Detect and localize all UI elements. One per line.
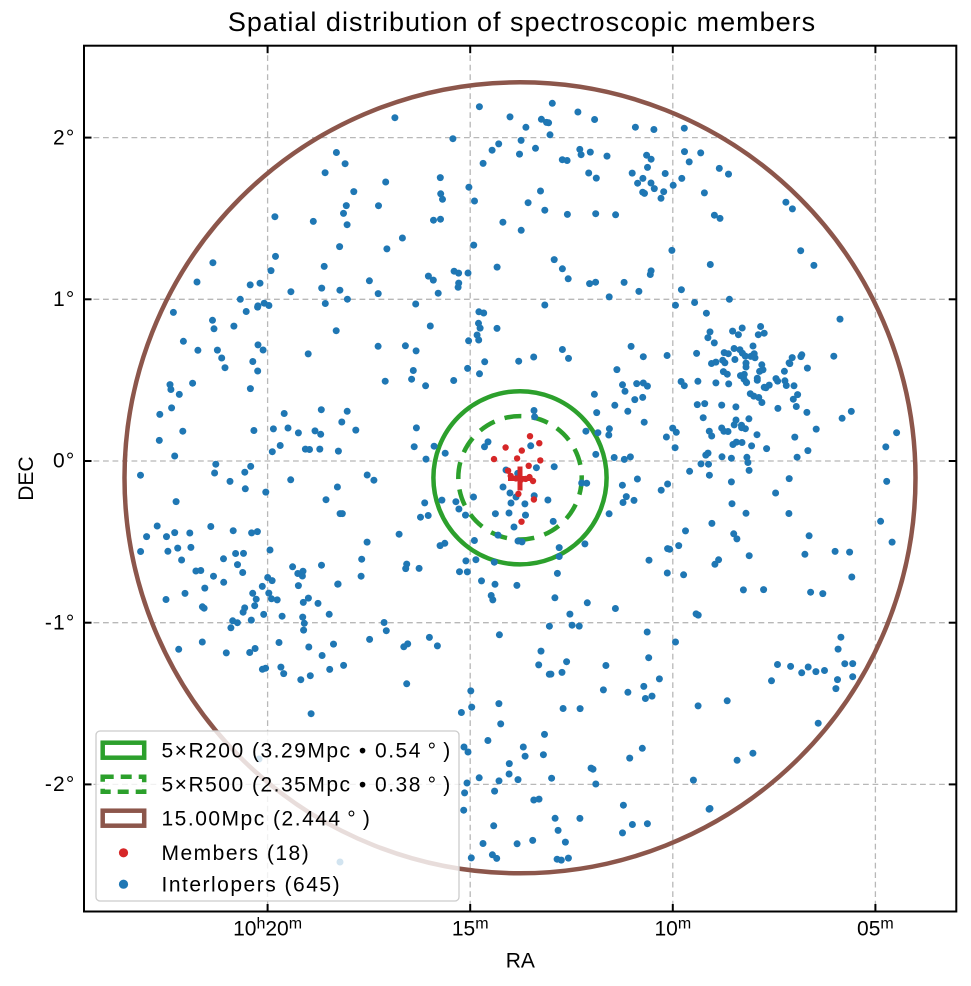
- svg-text:05m: 05m: [857, 916, 894, 941]
- svg-text:15m: 15m: [452, 916, 489, 941]
- svg-text:-2°: -2°: [45, 773, 76, 796]
- svg-text:10m: 10m: [654, 916, 691, 941]
- svg-text:0°: 0°: [53, 450, 75, 473]
- svg-text:Spatial distribution of spectr: Spatial distribution of spectroscopic me…: [228, 7, 816, 37]
- svg-text:RA: RA: [506, 950, 535, 973]
- svg-text:DEC: DEC: [15, 456, 38, 500]
- svg-text:1°: 1°: [53, 288, 75, 311]
- svg-text:Members (18): Members (18): [162, 842, 311, 865]
- svg-text:5×R500 (2.35Mpc • 0.38 ° ): 5×R500 (2.35Mpc • 0.38 ° ): [162, 774, 452, 797]
- svg-text:2°: 2°: [53, 126, 75, 149]
- svg-text:5×R200 (3.29Mpc • 0.54 ° ): 5×R200 (3.29Mpc • 0.54 ° ): [162, 740, 452, 763]
- svg-text:15.00Mpc (2.444 ° ): 15.00Mpc (2.444 ° ): [162, 808, 372, 831]
- svg-text:10h20m: 10h20m: [233, 916, 302, 941]
- svg-text:-1°: -1°: [45, 611, 76, 634]
- svg-text:Interlopers (645): Interlopers (645): [162, 874, 342, 897]
